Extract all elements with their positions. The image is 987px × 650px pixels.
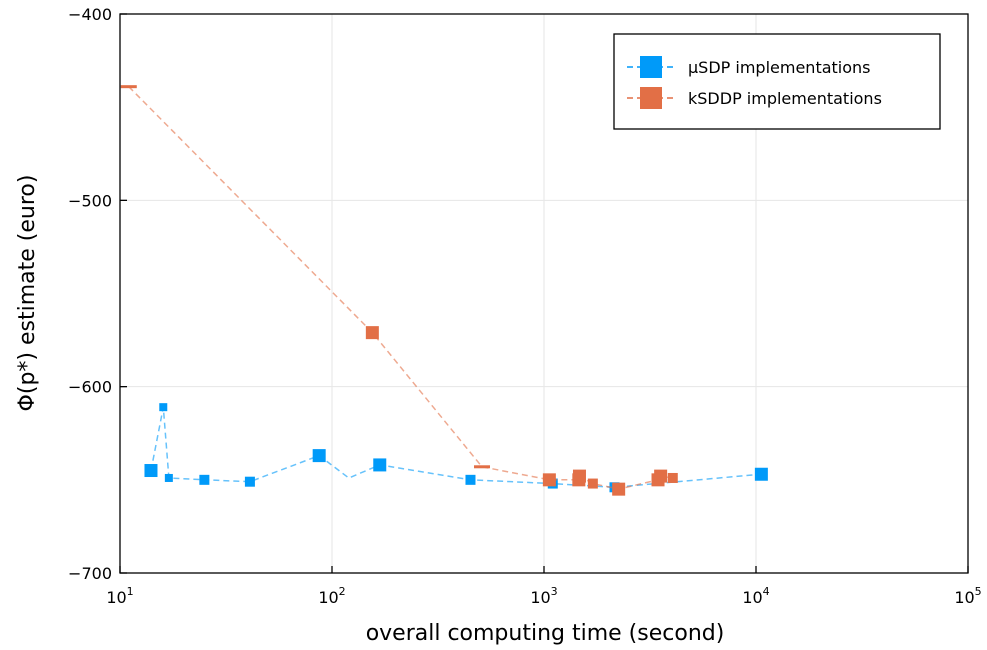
data-point <box>120 85 137 89</box>
axes-layer: 101 102 103 104 105 −400 −500 −600 −700 <box>68 5 982 607</box>
series-line-0 <box>150 407 762 489</box>
data-point <box>667 472 678 483</box>
x-tick-label: 105 <box>954 585 981 607</box>
data-point <box>542 473 556 487</box>
y-tick-label: −700 <box>68 564 112 583</box>
data-point <box>654 469 668 483</box>
y-tick-label: −400 <box>68 5 112 24</box>
legend-box <box>613 33 941 130</box>
legend-label-ksddp: kSDDP implementations <box>688 89 882 108</box>
data-point <box>373 458 387 472</box>
data-point <box>312 449 326 463</box>
data-point <box>587 478 598 489</box>
y-axis-label: Φ(p*) estimate (euro) <box>15 175 40 412</box>
data-point <box>754 467 768 481</box>
x-axis-label: overall computing time (second) <box>366 621 725 646</box>
data-point <box>199 474 210 485</box>
x-tick-label: 103 <box>530 585 557 607</box>
legend-marker-usdp <box>640 56 662 78</box>
data-point <box>365 326 379 340</box>
series-layer <box>120 85 768 496</box>
y-tick-label: −600 <box>68 378 112 397</box>
legend: µSDP implementations kSDDP implementatio… <box>613 33 941 130</box>
data-point <box>244 476 255 487</box>
data-point <box>474 465 491 469</box>
legend-label-usdp: µSDP implementations <box>688 58 871 77</box>
data-point <box>164 473 173 482</box>
data-point <box>465 474 476 485</box>
data-point <box>159 403 168 412</box>
x-tick-label: 104 <box>742 585 769 607</box>
y-tick-label: −500 <box>68 191 112 210</box>
x-tick-label: 101 <box>106 585 133 607</box>
x-tick-label: 102 <box>318 585 345 607</box>
data-point <box>144 464 158 478</box>
data-point <box>612 482 626 496</box>
legend-marker-ksddp <box>640 87 662 109</box>
data-point <box>572 469 586 483</box>
